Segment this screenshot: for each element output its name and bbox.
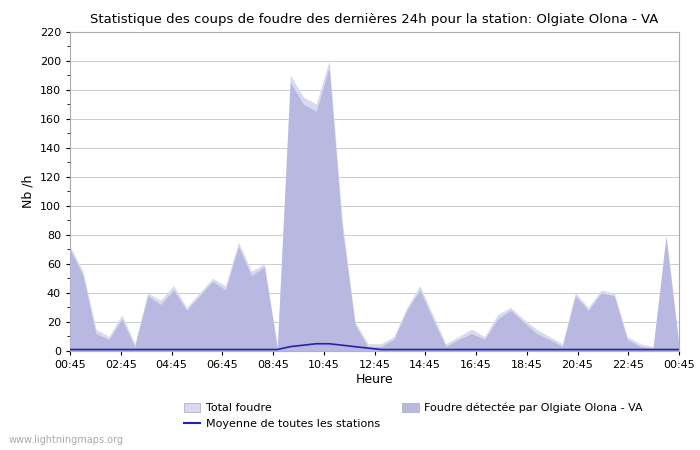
Title: Statistique des coups de foudre des dernières 24h pour la station: Olgiate Olona: Statistique des coups de foudre des dern… xyxy=(90,13,659,26)
Legend: Total foudre, Moyenne de toutes les stations, Foudre détectée par Olgiate Olona : Total foudre, Moyenne de toutes les stat… xyxy=(179,398,648,433)
X-axis label: Heure: Heure xyxy=(356,373,393,386)
Y-axis label: Nb /h: Nb /h xyxy=(21,175,34,208)
Text: www.lightningmaps.org: www.lightningmaps.org xyxy=(8,435,123,445)
